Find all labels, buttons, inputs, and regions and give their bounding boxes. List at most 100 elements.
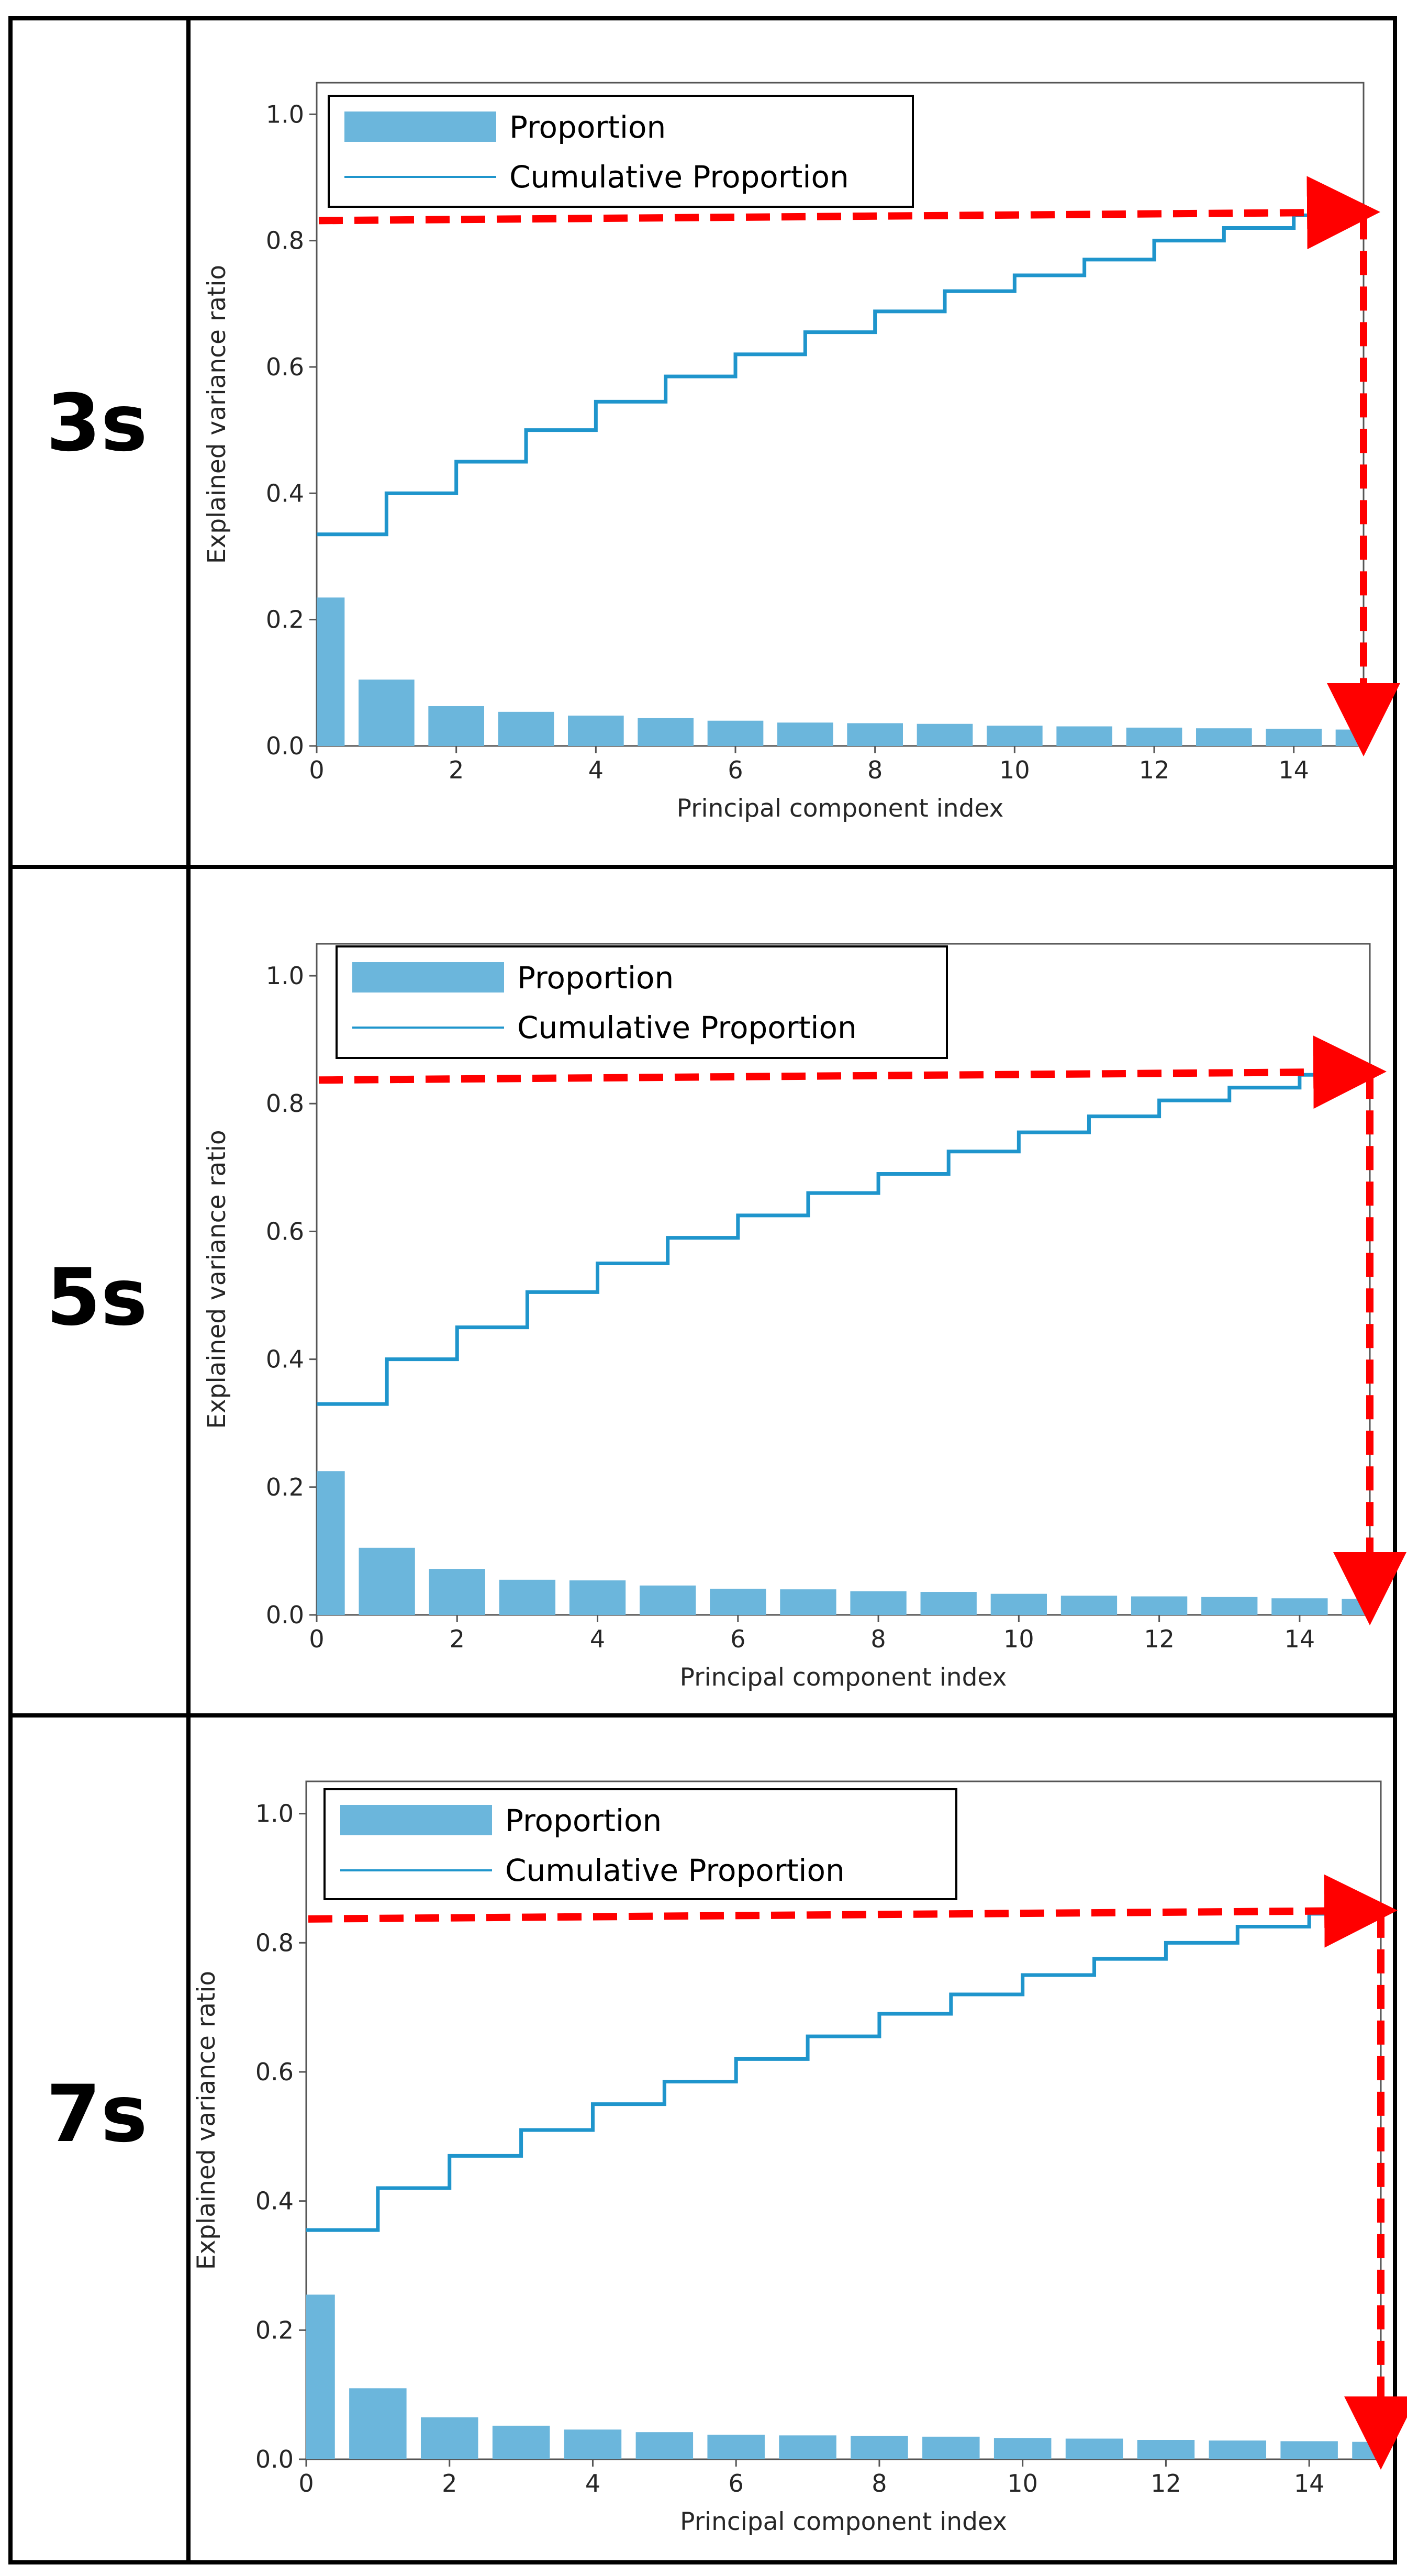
bar-proportion-2 [429,1569,485,1615]
bar-proportion-1 [359,1547,415,1615]
bar-proportion-4 [569,1580,626,1615]
x-axis-label: Principal component index [680,2507,1007,2536]
legend-swatch-proportion [344,111,496,142]
bar-proportion-9 [917,723,973,746]
panels: 3s 0.0 0.2 0.4 0.6 0.8 1.0 0 2 4 6 8 10 12 14 Principal… [46,82,1407,2536]
legend-swatch-proportion [340,1805,492,1835]
bar-proportion-12 [1126,728,1182,746]
bar-proportion-8 [847,723,903,746]
x-tick-label: 6 [729,2469,744,2497]
bar-proportion-12 [1131,1596,1188,1615]
x-tick-label: 8 [870,1625,886,1653]
legend: Proportion Cumulative Proportion [323,1788,957,1900]
bar-proportion-14 [1280,2441,1338,2459]
y-tick-label: 1.0 [266,962,304,990]
x-tick-label: 8 [872,2469,887,2497]
x-tick-label: 4 [590,1625,605,1653]
legend: Proportion Cumulative Proportion [336,945,948,1059]
y-tick-label: 0.4 [266,1345,304,1374]
annotation-arrow-horizontal [318,1035,1387,1109]
y-tick-label: 0.0 [266,732,304,760]
x-tick-label: 8 [867,756,883,784]
y-tick-label: 0.6 [266,353,304,381]
bar-proportion-6 [707,720,764,746]
y-tick-label: 0.2 [255,2316,294,2344]
bar-proportion-2 [420,2417,478,2459]
y-tick-label: 0.6 [255,2058,294,2086]
bar-proportion-0 [317,1471,345,1615]
bar-proportion-7 [780,1589,836,1615]
bar-proportion-10 [993,2438,1052,2459]
x-tick-label: 0 [309,756,324,784]
chart-panel-5s: 5s 0.0 0.2 0.4 0.6 0.8 1.0 0 2 4 6 8 10 12 14 Principal… [46,943,1406,1692]
x-axis-label: Principal component index [677,794,1004,823]
bar-proportion-10 [990,1593,1047,1615]
row-label: 7s [46,2069,148,2160]
x-tick-label: 4 [588,756,604,784]
row-label: 5s [46,1252,148,1343]
bar-proportion-15 [1352,2441,1381,2459]
table-frame [8,16,1397,2564]
legend-label-proportion: Proportion [509,109,666,145]
x-tick-label: 10 [1003,1625,1034,1653]
bar-proportion-15 [1335,729,1364,746]
bar-proportion-5 [635,2432,694,2459]
y-tick-label: 1.0 [266,100,304,128]
bar-proportion-11 [1056,726,1112,746]
y-tick-label: 0.6 [266,1217,304,1245]
bar-proportion-12 [1137,2440,1195,2459]
x-tick-label: 0 [309,1625,324,1653]
bar-proportion-4 [568,716,624,746]
bar-proportion-1 [349,2388,407,2459]
x-tick-label: 12 [1151,2469,1181,2497]
bar-proportion-7 [779,2435,836,2459]
y-tick-label: 0.4 [266,479,304,507]
x-tick-label: 4 [585,2469,600,2497]
legend-label-proportion: Proportion [505,1803,662,1838]
x-tick-label: 0 [298,2469,314,2497]
y-axis-label: Explained variance ratio [203,265,231,564]
x-tick-label: 12 [1139,756,1170,784]
bar-proportion-11 [1065,2438,1123,2459]
legend-swatch-proportion [352,962,504,993]
x-tick-label: 14 [1278,756,1309,784]
x-tick-label: 6 [730,1625,745,1653]
line-cumulative-proportion [317,1072,1372,1406]
bar-proportion-3 [498,711,554,746]
y-tick-label: 0.2 [266,1473,304,1501]
bar-proportion-8 [850,1591,907,1615]
x-axis-label: Principal component index [680,1663,1007,1692]
annotation-arrow-horizontal [318,176,1380,250]
chart-panel-7s: 7s 0.0 0.2 0.4 0.6 0.8 1.0 0 2 4 6 8 10 12 14 Principal… [46,1780,1407,2536]
legend-label-cumulative: Cumulative Proportion [509,159,849,195]
bar-proportion-8 [851,2436,908,2459]
bar-proportion-1 [359,679,415,746]
bar-proportion-0 [317,597,345,746]
bar-proportion-13 [1201,1597,1258,1615]
legend: Proportion Cumulative Proportion [328,95,914,208]
bar-proportion-5 [638,718,694,746]
y-tick-label: 0.0 [266,1601,304,1629]
bar-proportion-14 [1266,729,1322,746]
x-tick-label: 6 [728,756,743,784]
bar-proportion-2 [428,706,484,746]
bar-proportion-6 [707,2435,765,2459]
bar-proportion-11 [1060,1596,1118,1615]
bar-proportion-10 [987,726,1043,746]
bar-proportion-13 [1196,728,1252,746]
x-tick-label: 2 [442,2469,457,2497]
y-tick-label: 0.4 [255,2187,294,2215]
legend-label-proportion: Proportion [517,960,674,996]
y-tick-label: 0.8 [266,1089,304,1118]
bar-proportion-9 [920,1592,977,1615]
x-tick-label: 10 [1007,2469,1038,2497]
x-tick-label: 12 [1144,1625,1175,1653]
bar-proportion-5 [640,1585,696,1615]
x-tick-label: 10 [999,756,1030,784]
bar-proportion-13 [1209,2440,1267,2459]
bar-proportion-3 [492,2425,550,2459]
bar-proportion-6 [710,1588,766,1615]
x-tick-label: 2 [450,1625,465,1653]
bar-proportion-7 [777,722,833,746]
